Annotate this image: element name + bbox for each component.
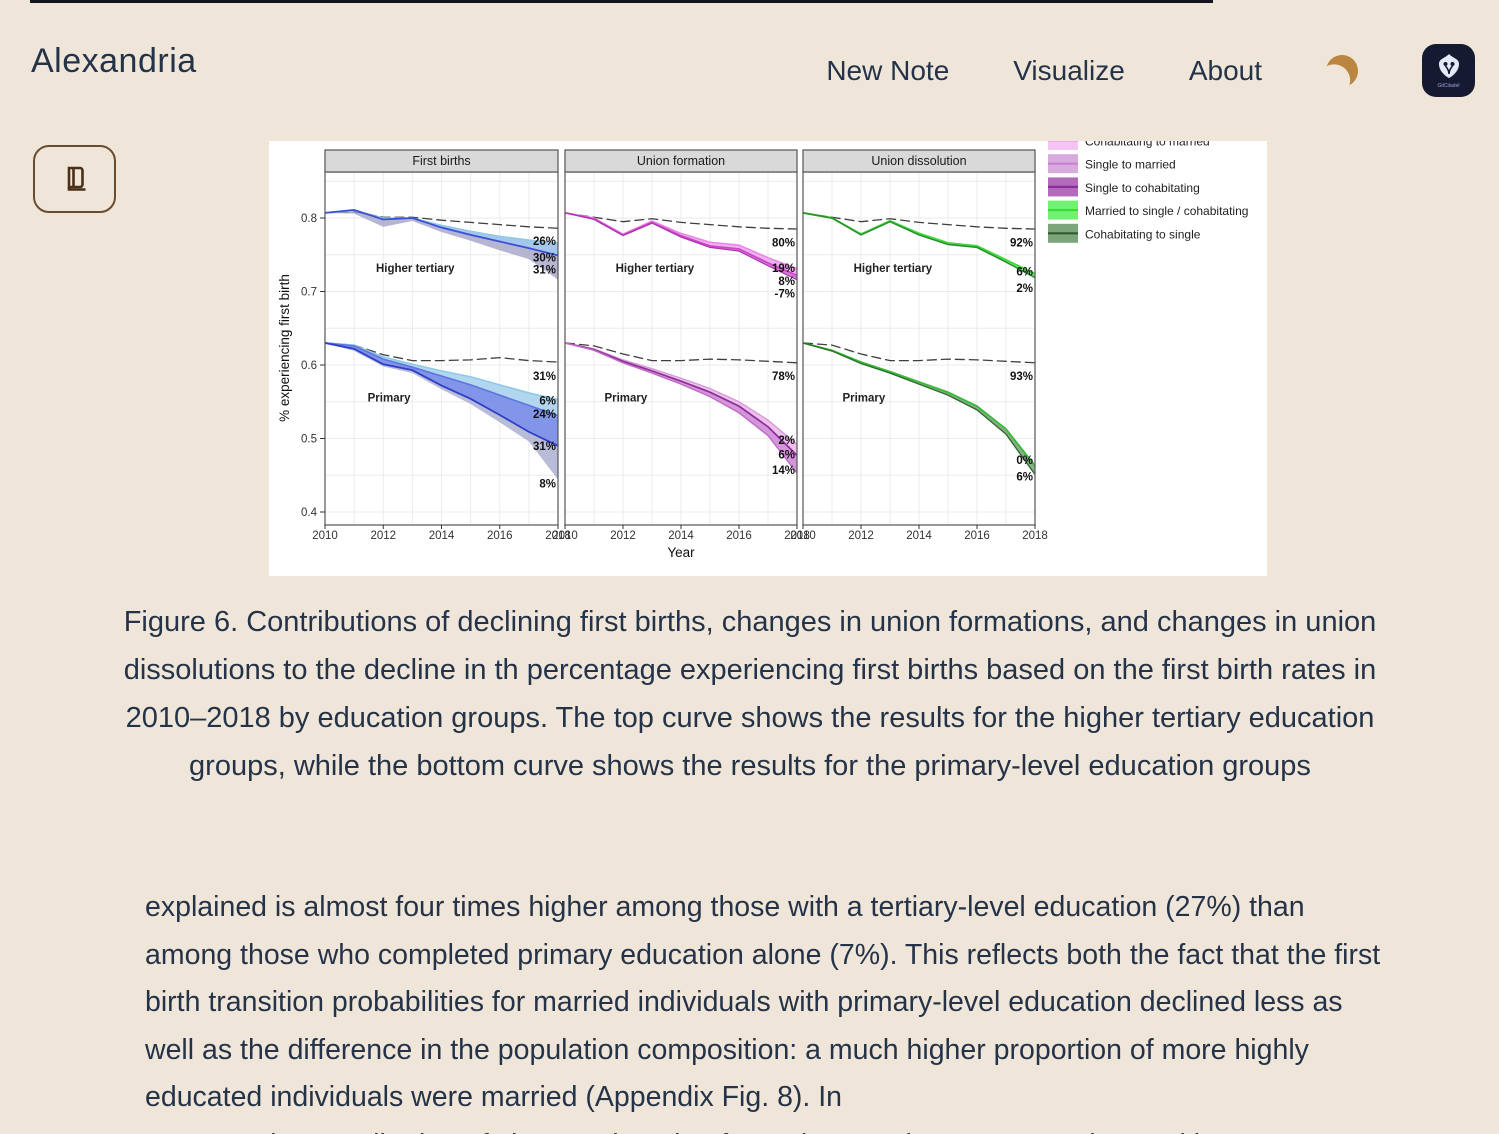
svg-text:Single to cohabitating: Single to cohabitating <box>1085 181 1200 195</box>
nav-new-note[interactable]: New Note <box>826 54 950 86</box>
svg-text:24%: 24% <box>533 409 556 421</box>
svg-text:26%: 26% <box>533 236 556 248</box>
article-paragraph: explained is almost four times higher am… <box>145 884 1397 1134</box>
svg-text:2%: 2% <box>1016 283 1033 295</box>
svg-text:2018: 2018 <box>1022 530 1048 542</box>
svg-text:2012: 2012 <box>610 530 636 542</box>
svg-text:30%: 30% <box>533 253 556 265</box>
paragraph-text: explained is almost four times higher am… <box>145 891 1381 1113</box>
svg-text:19%: 19% <box>772 263 795 275</box>
svg-text:2012: 2012 <box>370 530 396 542</box>
gitcitadel-logo[interactable]: GitCitadel <box>1422 44 1475 97</box>
svg-text:2014: 2014 <box>906 530 932 542</box>
svg-text:6%: 6% <box>539 395 556 407</box>
main-nav: New Note Visualize About GitCitadel <box>826 44 1475 97</box>
figure-6-image: 26% 30% 31% Higher tertiary 31% 6% 24% 31% 8% Pri… <box>269 141 1267 576</box>
svg-text:Primary: Primary <box>604 392 647 404</box>
figure-chart-svg: 26%30%31%Higher tertiary31%6%24%31%8%Pri… <box>277 141 1248 560</box>
shield-icon <box>1438 54 1459 78</box>
svg-text:14%: 14% <box>772 465 795 477</box>
svg-text:-7%: -7% <box>775 289 795 301</box>
svg-text:2018: 2018 <box>545 530 571 542</box>
svg-text:6%: 6% <box>1016 267 1033 279</box>
svg-text:92%: 92% <box>1010 237 1033 249</box>
svg-text:Higher tertiary: Higher tertiary <box>854 263 933 275</box>
svg-text:2010: 2010 <box>552 530 578 542</box>
svg-text:78%: 78% <box>772 371 795 383</box>
svg-text:31%: 31% <box>533 441 556 453</box>
svg-text:93%: 93% <box>1010 371 1033 383</box>
theme-toggle-moon-icon[interactable] <box>1322 51 1361 90</box>
svg-text:2014: 2014 <box>668 530 694 542</box>
svg-text:Primary: Primary <box>842 392 885 404</box>
svg-text:Union formation: Union formation <box>637 154 725 168</box>
brand[interactable]: Alexandria <box>31 42 197 80</box>
nav-visualize[interactable]: Visualize <box>1013 54 1125 86</box>
svg-text:Higher tertiary: Higher tertiary <box>616 263 695 275</box>
svg-text:2010: 2010 <box>312 530 338 542</box>
svg-text:0.8: 0.8 <box>301 213 317 225</box>
svg-text:2016: 2016 <box>964 530 990 542</box>
svg-text:Cohabitating to single: Cohabitating to single <box>1085 227 1201 241</box>
svg-text:Cohabitating to married: Cohabitating to married <box>1085 141 1210 149</box>
svg-text:2010: 2010 <box>790 530 816 542</box>
svg-text:0.4: 0.4 <box>301 507 318 519</box>
svg-text:31%: 31% <box>533 264 556 276</box>
svg-text:0%: 0% <box>1016 455 1033 467</box>
top-divider <box>30 0 1213 3</box>
nav-about[interactable]: About <box>1188 54 1262 86</box>
svg-text:8%: 8% <box>539 478 556 490</box>
svg-text:2012: 2012 <box>848 530 874 542</box>
svg-text:2014: 2014 <box>429 530 455 542</box>
svg-text:80%: 80% <box>772 237 795 249</box>
svg-text:31%: 31% <box>533 371 556 383</box>
svg-text:Primary: Primary <box>368 392 411 404</box>
book-icon <box>67 166 85 191</box>
svg-text:2%: 2% <box>778 435 795 447</box>
reader-mode-button[interactable] <box>33 145 116 213</box>
svg-text:2016: 2016 <box>487 530 513 542</box>
svg-text:6%: 6% <box>778 450 795 462</box>
logo-label: GitCitadel <box>1437 83 1460 89</box>
clipped-line: contrast, the contribution of changes in… <box>145 1122 1397 1134</box>
svg-text:6%: 6% <box>1016 472 1033 484</box>
svg-text:Union dissolution: Union dissolution <box>871 154 966 168</box>
svg-text:0.7: 0.7 <box>301 287 317 299</box>
svg-text:Higher tertiary: Higher tertiary <box>376 263 455 275</box>
svg-text:Single to married: Single to married <box>1085 158 1176 172</box>
svg-text:2016: 2016 <box>726 530 752 542</box>
svg-text:2018: 2018 <box>784 530 810 542</box>
svg-text:0.6: 0.6 <box>301 360 317 372</box>
figure-caption: Figure 6. Contributions of declining fir… <box>123 606 1377 782</box>
svg-text:Year: Year <box>667 545 695 560</box>
svg-text:0.5: 0.5 <box>301 434 317 446</box>
svg-text:First births: First births <box>412 154 470 168</box>
svg-text:% experiencing first birth: % experiencing first birth <box>277 274 292 422</box>
svg-text:8%: 8% <box>778 276 795 288</box>
svg-text:Married to single / cohabitati: Married to single / cohabitating <box>1085 204 1248 218</box>
